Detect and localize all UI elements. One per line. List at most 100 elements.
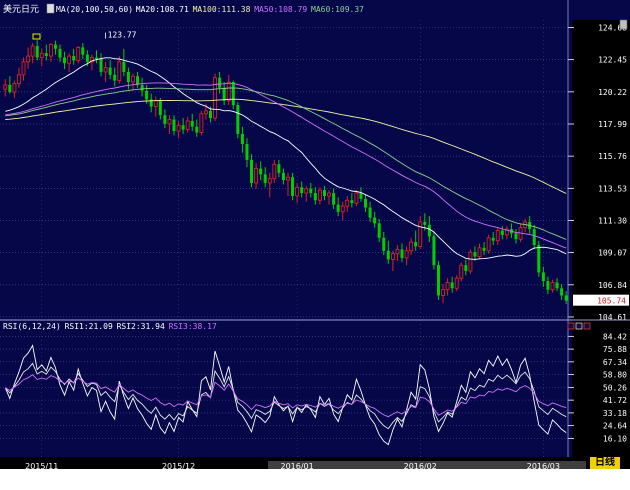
rsi-axis-tick-label: 75.88 bbox=[603, 345, 627, 354]
rsi-axis-tick-label: 24.64 bbox=[603, 422, 627, 431]
candle-body bbox=[185, 120, 190, 131]
bottom-strip bbox=[0, 469, 630, 490]
ma-value-0: MA20:108.71 bbox=[136, 5, 189, 14]
rsi-axis-tick-label: 41.72 bbox=[603, 396, 627, 405]
candle-body bbox=[176, 124, 181, 132]
candle-body bbox=[122, 61, 126, 72]
candle-body bbox=[450, 282, 454, 289]
candle-body bbox=[44, 53, 48, 57]
high-annotation: 123.77 bbox=[108, 31, 137, 40]
rsi-value-2: RSI3:38.17 bbox=[169, 322, 217, 331]
candle-body bbox=[181, 125, 185, 130]
price-axis-tick-label: 106.84 bbox=[598, 281, 627, 290]
candle-body bbox=[286, 176, 290, 181]
date-scrollbar[interactable] bbox=[268, 461, 586, 471]
candle-body bbox=[477, 247, 482, 257]
date-axis: 2015/112015/122016/012016/022016/032016/… bbox=[0, 457, 630, 471]
candle-body bbox=[81, 47, 85, 55]
candle-body bbox=[131, 75, 135, 83]
candle-body bbox=[259, 168, 263, 175]
price-axis-tick-label: 120.22 bbox=[598, 88, 627, 97]
candle-body bbox=[21, 61, 26, 76]
candle-body bbox=[126, 71, 130, 83]
add-indicator-icon[interactable] bbox=[567, 322, 575, 330]
ma-value-1: MA100:111.38 bbox=[193, 5, 251, 14]
candle-body bbox=[432, 236, 436, 266]
candle-body bbox=[404, 250, 409, 259]
candle-body bbox=[350, 200, 354, 204]
candle-body bbox=[222, 87, 226, 101]
candle-body bbox=[400, 249, 404, 258]
candle-body bbox=[514, 233, 518, 240]
rsi-line-rsi3 bbox=[5, 374, 567, 418]
candle-body bbox=[85, 54, 89, 62]
price-axis-background bbox=[572, 0, 630, 457]
rsi-line-rsi2 bbox=[4, 362, 567, 430]
candle-body bbox=[486, 237, 491, 252]
candle-body bbox=[254, 168, 259, 184]
period-button[interactable]: 日线 bbox=[590, 457, 620, 469]
date-tick-label: 2015/12 bbox=[162, 462, 195, 471]
price-axis-tick-label: 113.53 bbox=[598, 184, 627, 193]
candle-body bbox=[195, 126, 199, 133]
candle-body bbox=[163, 115, 167, 124]
candle-body bbox=[445, 282, 450, 291]
candle-body bbox=[39, 52, 44, 58]
candle-body bbox=[382, 237, 386, 251]
candle-body bbox=[250, 159, 254, 183]
rsi-axis-tick-label: 84.42 bbox=[603, 332, 627, 341]
candle-body bbox=[550, 282, 555, 291]
candle-body bbox=[272, 163, 277, 180]
rsi-axis-tick-label: 58.80 bbox=[603, 371, 627, 380]
candle-body bbox=[153, 100, 158, 107]
close-panel-icon[interactable] bbox=[583, 322, 591, 330]
price-panel-header bbox=[0, 0, 630, 20]
candle-body bbox=[504, 228, 509, 236]
rsi-line-rsi1 bbox=[4, 344, 567, 446]
candle-body bbox=[377, 223, 381, 238]
ma-indicator-label: MA(20,100,50,60) bbox=[56, 5, 133, 14]
date-tick-label: 2015/11 bbox=[25, 462, 58, 471]
candle-body bbox=[267, 178, 272, 184]
indicator-menu-icon bbox=[46, 3, 55, 14]
restore-panel-icon[interactable] bbox=[575, 322, 583, 330]
candle-body bbox=[89, 57, 94, 63]
candle-body bbox=[436, 265, 440, 296]
candle-body bbox=[281, 172, 285, 181]
candle-body bbox=[140, 84, 144, 91]
candle-body bbox=[359, 193, 363, 199]
ma-value-2: MA50:108.79 bbox=[254, 5, 307, 14]
candle-body bbox=[99, 58, 103, 72]
candle-body bbox=[103, 67, 108, 73]
date-axis-svg: 2015/112015/122016/012016/022016/032016/… bbox=[25, 461, 586, 471]
candle-body bbox=[386, 250, 390, 260]
candle-body bbox=[459, 264, 464, 279]
candle-body bbox=[454, 277, 459, 289]
candle-body bbox=[354, 192, 359, 204]
date-tick-label: 2016/02 bbox=[404, 462, 437, 471]
price-axis-tick-label: 122.45 bbox=[598, 56, 627, 65]
candle-body bbox=[423, 221, 427, 225]
candle-body bbox=[203, 110, 208, 115]
candle-body bbox=[208, 110, 212, 119]
candle-body bbox=[17, 74, 21, 84]
price-axis-tick-label: 111.30 bbox=[598, 216, 627, 225]
candle-body bbox=[218, 77, 222, 88]
candle-body bbox=[418, 221, 423, 247]
candle-body bbox=[491, 237, 495, 241]
candle-body bbox=[199, 113, 204, 133]
ma-value-3: MA60:109.37 bbox=[311, 5, 364, 14]
rsi-axis-tick-label: 16.10 bbox=[603, 434, 627, 443]
rsi-value-0: RSI1:21.09 bbox=[65, 322, 113, 331]
candle-body bbox=[94, 57, 98, 59]
candle-body bbox=[12, 83, 17, 93]
candle-body bbox=[231, 82, 235, 106]
candle-body bbox=[468, 251, 473, 272]
symbol-label: 美元日元 bbox=[3, 3, 39, 15]
candle-body bbox=[560, 288, 564, 296]
rsi-axis-tick-label: 50.26 bbox=[603, 383, 627, 392]
candle-body bbox=[546, 281, 550, 290]
candle-body bbox=[390, 253, 395, 260]
candle-body bbox=[236, 105, 240, 134]
